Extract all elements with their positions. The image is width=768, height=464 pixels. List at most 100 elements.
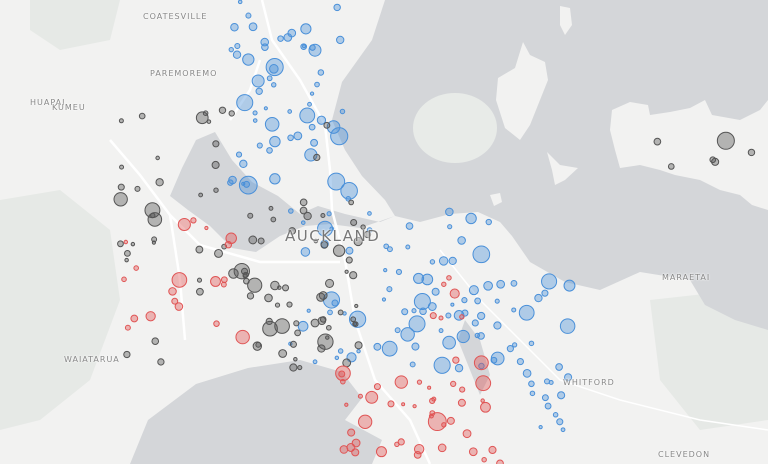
map-marker[interactable] [459,386,466,393]
map-marker[interactable] [480,398,485,403]
map-marker[interactable] [438,328,444,334]
map-marker[interactable] [481,456,487,463]
map-marker[interactable] [274,318,290,334]
map-marker[interactable] [235,151,243,158]
map-marker[interactable] [309,91,315,96]
map-marker[interactable] [363,230,372,239]
map-marker[interactable] [306,308,311,313]
map-marker[interactable] [510,279,518,287]
map-marker[interactable] [446,275,452,281]
map-marker[interactable] [210,276,221,287]
map-marker[interactable] [331,299,339,307]
map-marker[interactable] [302,44,307,49]
map-marker[interactable] [211,160,220,170]
map-marker[interactable] [287,134,294,142]
map-marker[interactable] [493,321,502,330]
map-marker[interactable] [496,279,506,289]
map-marker[interactable] [386,286,393,293]
map-marker[interactable] [293,131,303,141]
map-marker[interactable] [320,212,326,219]
map-marker[interactable] [667,163,675,170]
map-marker[interactable] [401,308,409,316]
map-marker[interactable] [559,318,576,334]
map-marker[interactable] [412,404,417,409]
map-marker[interactable] [438,256,449,266]
map-marker[interactable] [287,109,293,114]
map-marker[interactable] [288,227,296,235]
map-marker[interactable] [557,391,566,400]
map-marker[interactable] [528,340,535,347]
map-marker[interactable] [134,185,141,192]
map-marker[interactable] [247,212,254,219]
map-marker[interactable] [428,413,434,419]
map-marker[interactable] [541,394,549,402]
map-marker[interactable] [461,309,469,317]
map-marker[interactable] [263,106,268,111]
map-marker[interactable] [237,0,243,5]
map-marker[interactable] [337,309,344,316]
map-marker[interactable] [474,297,482,305]
map-marker[interactable] [235,329,250,345]
map-marker[interactable] [433,356,451,374]
map-marker[interactable] [450,302,455,307]
map-marker[interactable] [157,358,165,366]
map-marker[interactable] [354,303,359,309]
map-marker[interactable] [405,222,414,230]
map-marker[interactable] [195,111,209,125]
map-marker[interactable] [345,246,354,255]
map-marker[interactable] [747,148,756,157]
map-marker[interactable] [282,284,290,292]
map-marker[interactable] [448,256,457,266]
map-marker[interactable] [350,316,357,323]
map-marker[interactable] [196,277,203,283]
map-marker[interactable] [351,438,361,448]
map-marker[interactable] [538,425,543,430]
map-marker[interactable] [297,320,309,332]
map-marker[interactable] [350,218,358,227]
map-marker[interactable] [441,281,447,287]
map-marker[interactable] [354,341,363,350]
map-marker[interactable] [454,363,464,373]
map-marker[interactable] [375,446,387,458]
map-marker[interactable] [300,23,312,35]
map-marker[interactable] [506,345,514,353]
map-marker[interactable] [271,82,277,88]
map-marker[interactable] [330,127,349,146]
map-marker[interactable] [528,380,535,388]
map-marker[interactable] [299,206,308,215]
map-marker[interactable] [552,412,559,418]
map-marker[interactable] [333,3,341,12]
map-marker[interactable] [490,351,505,366]
map-marker[interactable] [286,301,293,308]
map-marker[interactable] [411,342,420,351]
map-marker[interactable] [431,287,440,296]
map-marker[interactable] [123,239,129,245]
map-marker[interactable] [289,340,297,348]
map-marker[interactable] [441,422,447,428]
map-marker[interactable] [308,123,316,131]
map-marker[interactable] [408,315,426,333]
map-marker[interactable] [168,287,177,296]
map-marker[interactable] [238,175,258,195]
map-marker[interactable] [358,414,373,429]
map-marker[interactable] [457,236,466,245]
map-marker[interactable] [220,281,227,288]
map-marker[interactable] [413,272,425,284]
map-marker[interactable] [255,87,263,95]
map-marker[interactable] [349,271,358,280]
map-marker[interactable] [336,35,345,45]
map-marker[interactable] [252,110,258,116]
map-marker[interactable] [653,137,662,146]
map-marker[interactable] [447,224,453,230]
map-marker[interactable] [340,182,358,200]
map-marker[interactable] [195,245,204,254]
map-marker[interactable] [294,329,302,337]
map-marker[interactable] [228,46,234,53]
map-marker[interactable] [329,226,335,232]
map-marker[interactable] [190,217,197,224]
map-marker[interactable] [360,224,366,230]
map-marker[interactable] [274,302,281,308]
map-marker[interactable] [251,74,265,88]
map-marker[interactable] [293,356,298,362]
